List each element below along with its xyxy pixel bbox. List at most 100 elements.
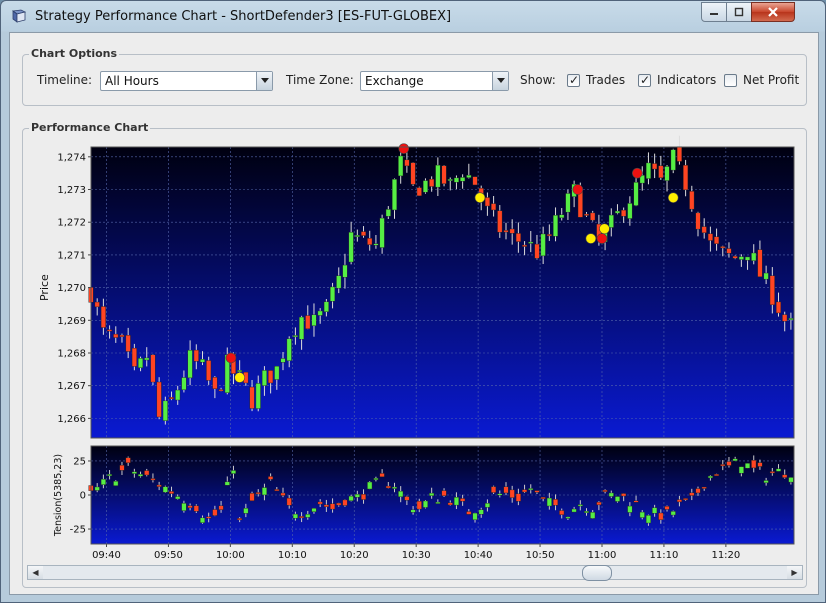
- tension-bar: [187, 505, 193, 509]
- title-bar[interactable]: Strategy Performance Chart - ShortDefend…: [1, 1, 825, 32]
- tension-bar: [726, 461, 732, 466]
- candle-up: [398, 155, 404, 177]
- candle-up: [639, 175, 645, 184]
- tension-bar: [745, 463, 751, 469]
- trades-checkbox[interactable]: ✓: [567, 73, 580, 87]
- tension-bar: [453, 497, 459, 506]
- tension-bar: [683, 498, 689, 501]
- chevron-down-icon[interactable]: [256, 72, 272, 90]
- indicators-label[interactable]: Indicators: [657, 73, 717, 87]
- tension-bar: [707, 475, 713, 479]
- net-profit-label[interactable]: Net Profit: [743, 73, 800, 87]
- candle-up: [391, 179, 397, 211]
- tension-bar: [268, 476, 274, 480]
- scroll-left-button[interactable]: ◀: [28, 566, 43, 579]
- performance-chart-legend: Performance Chart: [29, 121, 151, 134]
- tension-bar: [175, 496, 181, 500]
- chart-options-legend: Chart Options: [29, 47, 120, 60]
- candle-up: [565, 193, 571, 213]
- candle-up: [323, 301, 329, 312]
- candle-down: [268, 370, 274, 384]
- tension-bar: [391, 486, 397, 489]
- tension-bar: [608, 492, 614, 497]
- candle-up: [292, 335, 298, 338]
- tension-bar: [218, 505, 224, 510]
- candle-down: [491, 203, 497, 211]
- candle-down: [107, 329, 113, 332]
- chevron-down-icon[interactable]: [492, 72, 508, 90]
- tension-bar: [614, 496, 620, 502]
- candle-down: [732, 256, 738, 259]
- performance-chart-group: Performance Chart: [22, 121, 807, 588]
- tension-bar: [460, 498, 466, 502]
- price-tick-label: 1,270: [57, 283, 86, 294]
- minimize-button[interactable]: [701, 2, 727, 22]
- candle-up: [627, 203, 633, 219]
- tension-bar: [590, 512, 596, 519]
- indicators-checkbox[interactable]: ✓: [638, 73, 651, 87]
- tension-bar: [738, 466, 744, 474]
- price-tick-label: 1,271: [57, 250, 86, 261]
- time-tick-label: 10:00: [216, 550, 245, 561]
- tension-tick-label: 25: [73, 456, 86, 467]
- tension-bar: [330, 503, 336, 510]
- tension-bar: [515, 493, 521, 502]
- scroll-thumb[interactable]: [581, 565, 612, 581]
- tension-bar: [94, 486, 100, 491]
- price-pane-border: [90, 146, 795, 439]
- timezone-value: Exchange: [365, 74, 424, 88]
- tension-bar: [113, 481, 119, 486]
- tension-bar: [522, 489, 528, 493]
- close-button[interactable]: [751, 2, 795, 22]
- chart-options-group: Chart Options Timeline: All Hours Time Z…: [22, 47, 807, 106]
- net-profit-checkbox[interactable]: [724, 74, 737, 87]
- tension-bar: [639, 511, 645, 518]
- candle-down: [726, 248, 732, 254]
- trade-entry-marker: [225, 352, 237, 364]
- trades-label[interactable]: Trades: [586, 73, 626, 87]
- candle-up: [280, 358, 286, 363]
- tension-bar: [782, 474, 788, 478]
- candle-down: [441, 165, 447, 184]
- tension-bar: [701, 486, 707, 489]
- scroll-right-button[interactable]: ▶: [787, 566, 802, 579]
- candle-up: [435, 164, 441, 188]
- price-tick-label: 1,267: [57, 381, 86, 392]
- maximize-button[interactable]: [726, 2, 752, 22]
- candle-down: [429, 178, 435, 187]
- candle-down: [119, 334, 125, 337]
- tension-bar: [584, 511, 590, 514]
- timeline-value: All Hours: [105, 74, 159, 88]
- candle-up: [162, 400, 168, 421]
- candle-up: [342, 264, 348, 278]
- candle-up: [373, 243, 379, 246]
- tension-bar: [125, 457, 131, 464]
- checkmark-icon: ✓: [569, 73, 580, 87]
- tension-bar: [131, 471, 137, 474]
- trade-exit-marker: [474, 192, 486, 203]
- tension-bar: [553, 499, 559, 506]
- trade-exit-marker: [234, 372, 245, 383]
- book-icon: [11, 9, 27, 23]
- tension-bar: [206, 516, 212, 519]
- timeline-select[interactable]: All Hours: [100, 71, 273, 91]
- tension-bar: [274, 489, 280, 492]
- performance-chart[interactable]: 1,274 1,273 1,272 1,271 1,270 1,269 1,268 1,267…: [10, 33, 818, 594]
- tension-bar: [472, 512, 478, 520]
- tension-bar: [441, 490, 447, 496]
- tension-bar: [230, 470, 236, 474]
- trade-entry-marker: [596, 233, 608, 244]
- timezone-select[interactable]: Exchange: [360, 71, 509, 91]
- tension-bar: [534, 490, 540, 493]
- candle-down: [522, 244, 528, 247]
- horizontal-scrollbar[interactable]: ◀ ▶: [27, 565, 803, 581]
- candle-up: [187, 350, 193, 379]
- candle-up: [138, 358, 144, 369]
- timezone-label: Time Zone:: [286, 73, 354, 87]
- candle-up: [144, 357, 150, 361]
- tension-pane-border: [90, 445, 795, 545]
- time-tick-label: 10:50: [526, 550, 555, 561]
- window-title: Strategy Performance Chart - ShortDefend…: [35, 9, 452, 24]
- candle-down: [169, 397, 175, 400]
